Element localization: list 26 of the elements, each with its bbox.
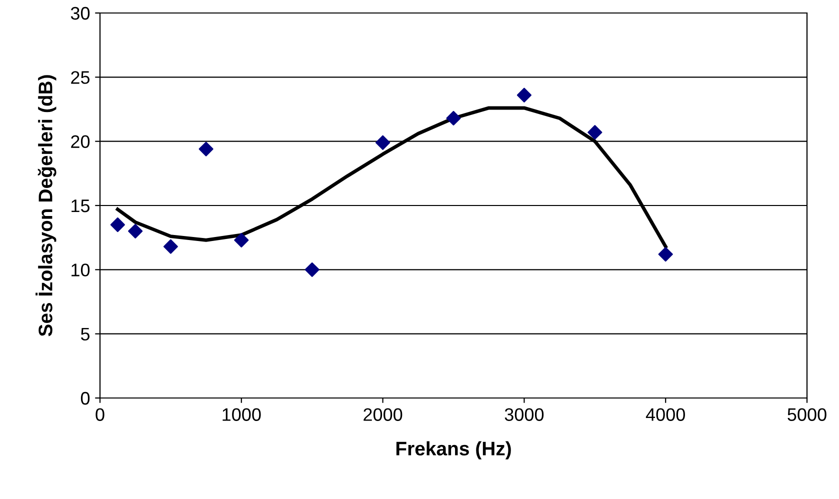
point xyxy=(588,125,602,140)
y-tick-label: 20 xyxy=(71,135,90,148)
y-axis-title: Ses İzolasyon Değerleri (dB) xyxy=(36,75,56,336)
y-tick-label: 10 xyxy=(72,264,90,276)
point xyxy=(198,142,214,156)
point xyxy=(304,262,320,277)
y-tick-label: 25 xyxy=(71,71,90,84)
x-tick-label: 4000 xyxy=(646,408,685,421)
x-tick-label: 5000 xyxy=(788,408,826,421)
y-tick-label: 30 xyxy=(70,6,90,20)
point xyxy=(376,135,390,150)
point xyxy=(163,239,178,254)
x-tick-label: 3000 xyxy=(504,408,544,421)
point xyxy=(128,224,143,238)
x-tick-label: 2000 xyxy=(364,408,402,421)
y-tick-label: 0 xyxy=(80,392,90,405)
x-tick-label: 1000 xyxy=(222,408,261,421)
point xyxy=(110,217,125,232)
x-axis-title: Frekans (Hz) xyxy=(396,441,511,460)
point xyxy=(516,88,532,102)
point xyxy=(446,110,461,126)
point xyxy=(234,232,249,248)
y-tick-label: 5 xyxy=(80,328,90,341)
x-tick-label: 0 xyxy=(96,408,104,421)
y-tick-label: 15 xyxy=(72,200,90,212)
point xyxy=(658,246,673,262)
